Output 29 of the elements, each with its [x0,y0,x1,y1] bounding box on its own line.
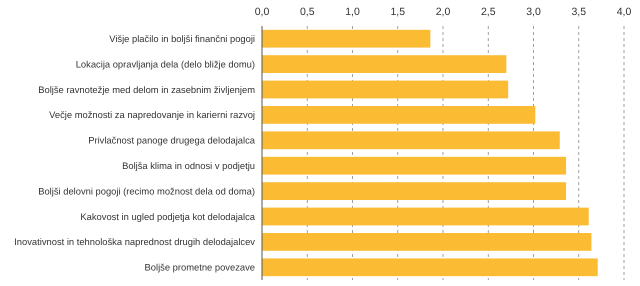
bar [262,182,566,200]
x-tick-label: 4,0 [616,6,632,18]
bar [262,30,430,48]
bar [262,80,508,98]
y-tick-label: Kakovost in ugled podjetja kot delodajalca [80,210,256,222]
bar [262,258,598,276]
x-tick-label: 2,5 [480,6,496,18]
bar [262,208,589,226]
bar [262,131,560,150]
x-tick-label: 2,0 [436,6,450,18]
bar [262,233,592,251]
x-tick-label: 3,5 [571,6,586,18]
x-tick-label: 3,0 [526,6,541,18]
x-tick-label: 0,5 [300,6,315,18]
x-tick-label: 1,0 [345,6,360,18]
y-tick-label: Boljša klima in odnosi v podjetju [122,160,255,171]
x-tick-label: 1,5 [390,6,406,18]
x-tick-label: 0,0 [254,6,270,18]
y-tick-label: Privlačnost panoge drugega delodajalca [88,134,256,146]
bar [262,55,506,73]
y-tick-label: Boljše prometne povezave [144,262,255,273]
y-tick-label: Boljše ravnotežje med delom in zasebnim življenjem [38,84,256,95]
y-tick-label: Večje možnosti za napredovanje in karierni razvoj [49,109,255,120]
y-tick-label: Boljši delovni pogoji (recimo možnost dela od doma) [38,185,255,196]
bar [262,106,536,124]
y-tick-label: Inovativnost in tehnološka naprednost drugih delodajalcev [14,236,256,248]
y-tick-label: Lokacija opravljanja dela (delo bližje domu) [76,58,255,70]
y-tick-label: Višje plačilo in boljši finančni pogoji [109,32,255,44]
bar [262,156,566,175]
